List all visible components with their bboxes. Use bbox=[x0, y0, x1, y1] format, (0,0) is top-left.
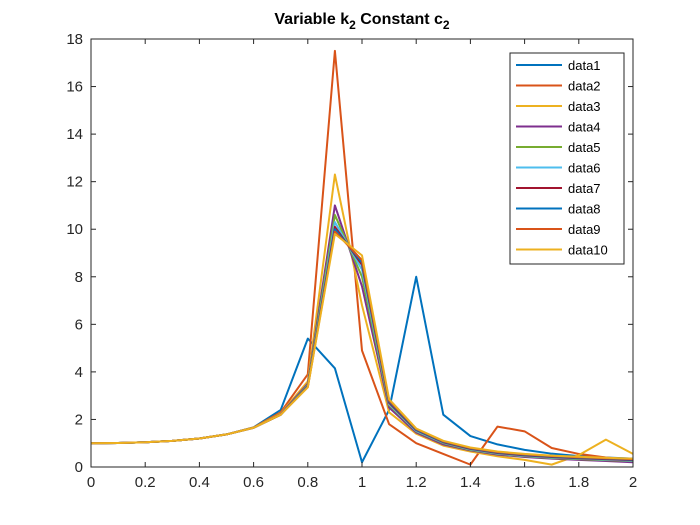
chart-title: Variable k2 Constant c2 bbox=[274, 11, 450, 32]
x-tick-label: 0 bbox=[87, 474, 95, 491]
x-tick-label: 1.2 bbox=[406, 474, 427, 491]
y-tick-label: 2 bbox=[75, 411, 83, 428]
x-tick-label: 0.8 bbox=[297, 474, 318, 491]
y-tick-label: 10 bbox=[66, 221, 83, 238]
y-tick-label: 12 bbox=[66, 174, 83, 191]
x-tick-label: 0.2 bbox=[135, 474, 156, 491]
y-tick-label: 16 bbox=[66, 79, 83, 96]
legend-label-data5: data5 bbox=[568, 140, 601, 155]
legend-label-data4: data4 bbox=[568, 120, 601, 135]
x-tick-label: 0.4 bbox=[189, 474, 210, 491]
legend-label-data1: data1 bbox=[568, 58, 601, 73]
x-tick-label: 1 bbox=[358, 474, 366, 491]
plot-area: 0 0.2 0.4 0.6 0.8 1 1.2 1.4 1.6 1.8 2 0 2 4 6 8 10 12 14 16… bbox=[66, 31, 637, 491]
y-tick-label: 6 bbox=[75, 316, 83, 333]
legend-label-data9: data9 bbox=[568, 222, 601, 237]
legend-label-data10: data10 bbox=[568, 243, 608, 258]
series-line-data10 bbox=[90, 232, 634, 460]
x-tick-label: 2 bbox=[629, 474, 637, 491]
x-tick-label: 1.4 bbox=[460, 474, 481, 491]
x-tick-label: 0.6 bbox=[243, 474, 264, 491]
x-tick-label: 1.6 bbox=[514, 474, 535, 491]
legend-label-data7: data7 bbox=[568, 181, 601, 196]
legend-label-data8: data8 bbox=[568, 202, 601, 217]
legend-label-data6: data6 bbox=[568, 161, 601, 176]
legend-label-data2: data2 bbox=[568, 79, 601, 94]
legend: data1 data2 data3 data4 data5 data6 data7 data8… bbox=[509, 52, 625, 265]
y-tick-label: 18 bbox=[66, 31, 83, 48]
y-tick-label: 4 bbox=[75, 364, 83, 381]
x-tick-label: 1.8 bbox=[568, 474, 589, 491]
y-tick-label: 8 bbox=[75, 269, 83, 286]
legend-label-data3: data3 bbox=[568, 99, 601, 114]
y-tick-label: 14 bbox=[66, 126, 83, 143]
y-tick-label: 0 bbox=[75, 459, 83, 476]
